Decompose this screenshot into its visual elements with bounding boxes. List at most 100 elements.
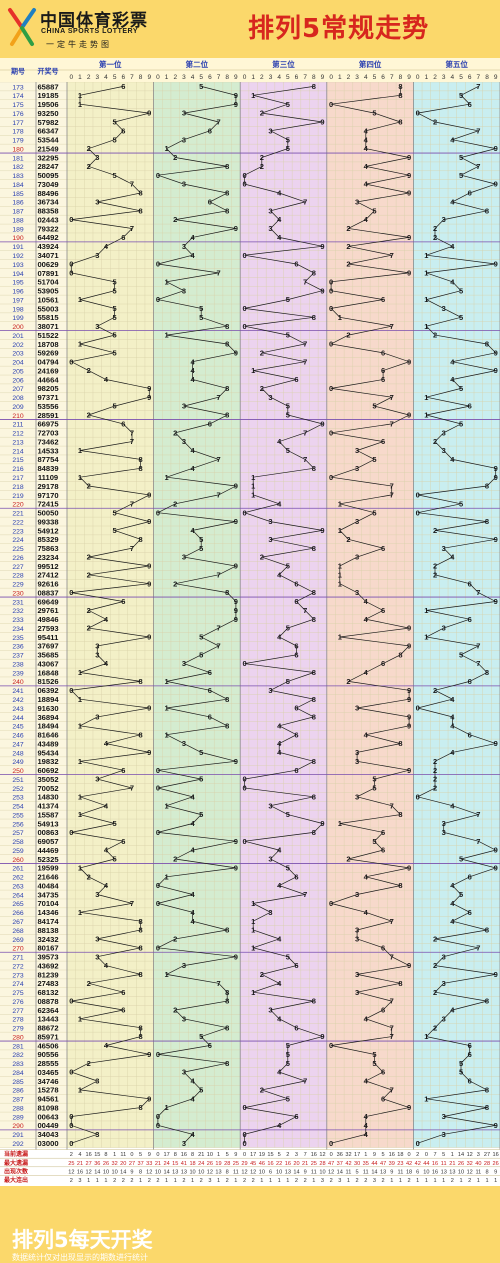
trend-digit: 8	[139, 970, 143, 979]
trend-digit: 8	[139, 1032, 143, 1041]
trend-digit: 8	[312, 544, 316, 553]
trend-digit: 8	[225, 411, 229, 420]
stats-value: 2	[156, 1178, 159, 1184]
issue-number: 188	[12, 217, 24, 224]
trend-digit: 5	[459, 855, 463, 864]
trend-digit: 1	[251, 899, 255, 908]
digit-header: 6	[295, 74, 299, 81]
stats-value: 12	[250, 1169, 256, 1175]
trend-digit: 9	[407, 153, 411, 162]
issue-number: 281	[12, 1043, 24, 1050]
trend-digit: 7	[476, 641, 480, 650]
issue-number: 276	[12, 999, 24, 1006]
stats-value: 2	[148, 1178, 151, 1184]
trend-digit: 4	[104, 961, 109, 970]
trend-digit: 7	[476, 943, 480, 952]
stats-value: 13	[285, 1169, 291, 1175]
stats-value: 12	[146, 1169, 152, 1175]
draw-number: 38071	[37, 322, 59, 331]
stats-value: 18	[397, 1152, 403, 1158]
stats-value: 1	[494, 1178, 497, 1184]
stats-value: 13	[215, 1169, 221, 1175]
trend-digit: 7	[130, 428, 134, 437]
trend-digit: 9	[494, 970, 498, 979]
trend-digit: 8	[312, 615, 316, 624]
issue-number: 207	[12, 386, 24, 393]
trend-digit: 9	[494, 535, 498, 544]
trend-digit: 5	[199, 810, 203, 819]
trend-digit: 8	[225, 926, 229, 935]
issue-number: 259	[12, 848, 24, 855]
trend-digit: 0	[242, 304, 246, 313]
draw-number: 62364	[37, 1006, 59, 1015]
trend-digit: 0	[242, 180, 246, 189]
trend-digit: 6	[294, 579, 298, 588]
trend-digit: 0	[156, 1112, 160, 1121]
draw-number: 18708	[37, 340, 58, 349]
issue-number: 255	[12, 812, 24, 819]
trend-digit: 2	[260, 348, 264, 357]
draw-number: 95411	[38, 633, 59, 642]
draw-number: 81098	[37, 1103, 58, 1112]
draw-number: 43067	[37, 659, 58, 668]
digit-header: 1	[251, 74, 255, 81]
stats-value: 10	[155, 1169, 161, 1175]
issue-number: 199	[12, 315, 24, 322]
trend-digit: 5	[286, 677, 290, 686]
issue-number: 222	[12, 519, 24, 526]
trend-digit: 9	[147, 579, 151, 588]
trend-digit: 9	[407, 721, 411, 730]
stats-value: 42	[345, 1161, 351, 1167]
trend-digit: 1	[78, 100, 82, 109]
draw-number: 34746	[37, 1077, 58, 1086]
trend-digit: 4	[450, 695, 455, 704]
draw-number: 81526	[37, 677, 58, 686]
digit-header: 8	[139, 74, 143, 81]
stats-value: 30	[354, 1161, 360, 1167]
trend-digit: 3	[182, 109, 186, 118]
issue-number: 187	[12, 209, 24, 216]
draw-number: 93250	[37, 109, 58, 118]
issue-number: 181	[12, 155, 24, 162]
stats-value: 1	[217, 1178, 220, 1184]
stats-value: 41	[181, 1161, 187, 1167]
trend-digit: 0	[329, 473, 333, 482]
draw-number: 14346	[37, 908, 58, 917]
trend-digit: 5	[286, 135, 290, 144]
draw-number: 73462	[37, 437, 58, 446]
issue-number: 290	[12, 1123, 24, 1130]
issue-number: 216	[12, 466, 24, 473]
draw-number: 43692	[37, 961, 58, 970]
trend-digit: 6	[468, 579, 472, 588]
draw-number: 53556	[37, 402, 58, 411]
trend-digit: 2	[87, 144, 91, 153]
trend-digit: 2	[433, 526, 437, 535]
trend-digit: 6	[294, 650, 298, 659]
stats-value: 8	[226, 1169, 229, 1175]
trend-digit: 5	[459, 171, 463, 180]
trend-digit: 4	[190, 446, 195, 455]
trend-digit: 6	[294, 730, 298, 739]
trend-digit: 9	[234, 837, 238, 846]
trend-digit: 8	[485, 482, 489, 491]
draw-number: 55003	[37, 304, 58, 313]
trend-digit: 9	[494, 739, 498, 748]
trend-digit: 5	[372, 402, 376, 411]
trend-digit: 6	[468, 402, 472, 411]
trend-digit: 9	[407, 641, 411, 650]
trend-digit: 8	[139, 917, 143, 926]
trend-digit: 2	[346, 677, 350, 686]
trend-digit: 8	[398, 810, 402, 819]
trend-digit: 5	[459, 384, 463, 393]
issue-number: 274	[12, 981, 24, 988]
trend-digit: 4	[450, 748, 455, 757]
draw-number: 00643	[37, 1112, 58, 1121]
trend-digit: 3	[182, 1139, 186, 1148]
trend-digit: 5	[113, 526, 117, 535]
trend-digit: 9	[234, 224, 238, 233]
trend-digit: 9	[147, 109, 151, 118]
issue-number: 254	[12, 804, 24, 811]
trend-digit: 5	[286, 144, 290, 153]
trend-digit: 8	[398, 650, 402, 659]
issue-number: 241	[12, 688, 24, 695]
